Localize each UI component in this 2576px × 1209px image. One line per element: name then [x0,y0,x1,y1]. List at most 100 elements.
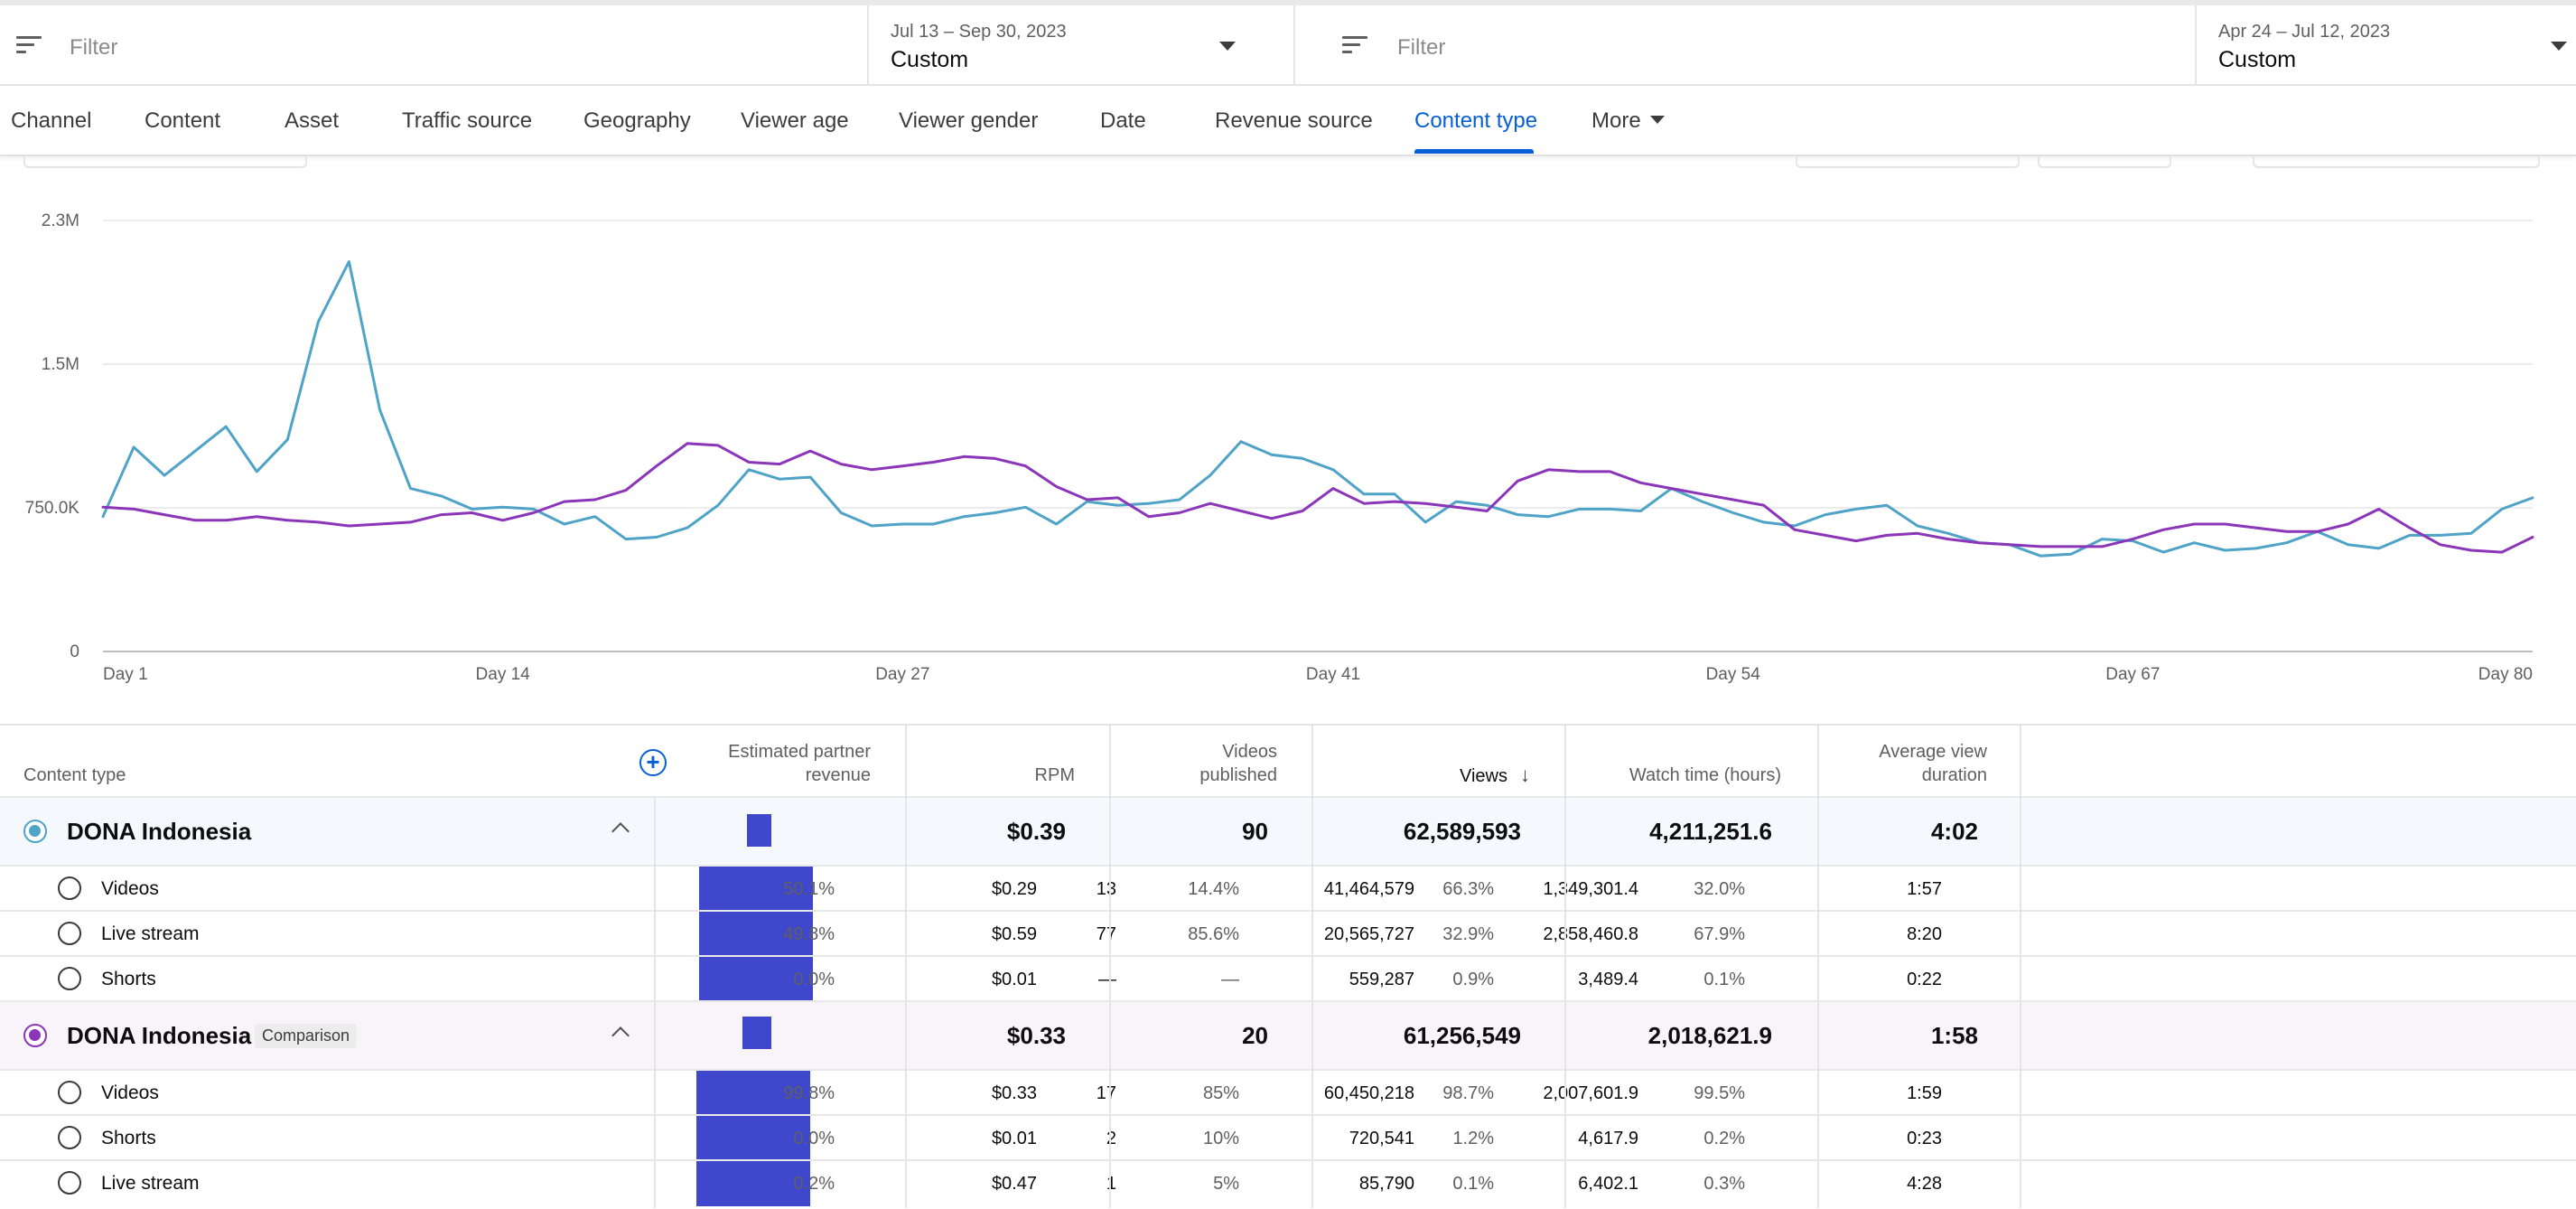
x-tick-label: Day 1 [103,665,148,684]
row-avg-duration: 8:20 [1907,924,1942,944]
comparison-filter[interactable]: Filter [1295,5,2195,86]
table-row[interactable]: Live stream 0.2% $0.47 1 5% 85,790 0.1% … [0,1159,2576,1206]
row-radio[interactable] [58,876,81,900]
x-tick-label: Day 41 [1306,665,1360,684]
comparison-filter-input[interactable]: Filter [1397,35,1446,60]
add-metric-icon[interactable]: + [639,749,667,776]
tab-content-type[interactable]: Content type [1414,108,1538,133]
tab-geography[interactable]: Geography [583,108,691,133]
metric-selector-edge[interactable] [23,155,307,168]
row-views: 559,287 [1349,970,1414,989]
row-views: 720,541 [1349,1129,1414,1148]
header-views-label: Views [1460,766,1507,786]
header-revenue[interactable]: Estimated partner revenue [728,740,871,787]
tab-revenue-source[interactable]: Revenue source [1215,108,1373,133]
row-videos-pct: 5% [1213,1174,1239,1194]
row-rpm: $0.29 [991,879,1037,899]
y-tick-label: 2.3M [42,211,79,230]
sort-down-icon: ↓ [1520,764,1530,786]
row-views-pct: 1.2% [1452,1129,1494,1148]
row-avg-duration: 0:23 [1907,1129,1942,1148]
table-row[interactable]: Shorts 0.0% $0.01 — — 559,287 0.9% 3,489… [0,955,2576,1002]
series-radio[interactable] [23,1024,47,1047]
primary-date-selector[interactable]: Jul 13 – Sep 30, 2023 Custom [869,5,1293,86]
header-videos-line2: published [1199,765,1277,785]
row-videos: — [1098,970,1116,989]
table-row[interactable]: Live stream 49.8% $0.59 77 85.6% 20,565,… [0,910,2576,957]
row-videos: 1 [1106,1174,1116,1194]
header-views[interactable]: Views ↓ [1460,764,1530,788]
line-chart: 2.3M 1.5M 750.0K 0 Day 1 Day 14 Day 27 Day 41 Da… [25,211,2534,684]
chart-control-edge[interactable] [2038,155,2171,168]
group-rpm: $0.39 [1006,818,1066,845]
row-avg-duration: 1:57 [1907,879,1942,899]
header-content-type[interactable]: Content type [23,765,126,785]
table-group-row[interactable]: DONA Indonesia Comparison $0.33 20 61,25… [0,1000,2576,1069]
column-divider [1817,724,1819,1208]
x-tick-label: Day 14 [476,665,531,684]
row-videos: 13 [1096,879,1116,899]
row-watch-time: 2,007,601.9 [1543,1083,1638,1103]
row-name: Videos [101,1082,159,1103]
tab-more[interactable]: More [1591,108,1665,134]
primary-date-range: Jul 13 – Sep 30, 2023 [891,22,1067,42]
table-row[interactable]: Videos 99.8% $0.33 17 85% 60,450,218 98.… [0,1069,2576,1116]
row-avg-duration: 1:59 [1907,1083,1942,1103]
row-watch-pct: 67.9% [1694,924,1745,944]
row-videos: 17 [1096,1083,1116,1103]
revenue-share-bar [696,1071,810,1116]
tab-traffic-source[interactable]: Traffic source [402,108,533,133]
table-group-row[interactable]: DONA Indonesia $0.39 90 62,589,593 4,211… [0,796,2576,865]
chevron-down-icon [2551,42,2567,51]
table-row[interactable]: Shorts 0.0% $0.01 2 10% 720,541 1.2% 4,6… [0,1114,2576,1161]
row-videos-pct: 10% [1202,1129,1239,1148]
header-videos-published[interactable]: Videos published [1199,740,1277,787]
chart-control-edge[interactable] [1796,155,2020,168]
tab-asset[interactable]: Asset [285,108,340,133]
tab-viewer-gender[interactable]: Viewer gender [899,108,1039,133]
header-rpm[interactable]: RPM [1034,765,1075,785]
series-line-comparison [101,442,2534,554]
table-row[interactable]: Videos 50.1% $0.29 13 14.4% 41,464,579 6… [0,865,2576,912]
collapse-icon[interactable] [611,822,630,840]
column-divider [1564,724,1566,1208]
chevron-down-icon [1219,42,1236,51]
tab-date[interactable]: Date [1100,108,1146,133]
filter-input[interactable]: Filter [70,35,118,60]
revenue-share-bar [699,957,813,1002]
row-radio[interactable] [58,967,81,990]
header-avg-view-duration[interactable]: Average view duration [1879,740,1987,787]
row-watch-pct: 32.0% [1694,879,1745,899]
row-name: Live stream [101,923,200,944]
y-tick-label: 0 [70,642,79,661]
group-name: DONA Indonesia [67,818,252,845]
row-radio[interactable] [58,1171,81,1195]
revenue-share-bar [699,912,813,957]
row-views: 20,565,727 [1323,924,1414,944]
comparison-badge: Comparison [255,1024,358,1048]
row-radio[interactable] [58,922,81,945]
collapse-icon[interactable] [611,1026,630,1045]
header-watch-time[interactable]: Watch time (hours) [1629,765,1781,785]
filter-icon [1342,34,1367,56]
comparison-date-selector[interactable]: Apr 24 – Jul 12, 2023 Custom [2197,5,2576,86]
row-name: Shorts [101,1128,156,1148]
row-radio[interactable] [58,1126,81,1149]
chart-type-selector-edge[interactable] [2253,155,2540,168]
tab-channel[interactable]: Channel [11,108,92,133]
tab-content[interactable]: Content [145,108,221,133]
tab-viewer-age[interactable]: Viewer age [741,108,849,133]
row-name: Videos [101,878,159,899]
row-revenue-pct: 0.0% [793,1129,835,1148]
primary-filter[interactable]: Filter [0,5,867,86]
series-radio[interactable] [23,820,47,843]
revenue-bar [742,1017,771,1049]
row-watch-time: 3,489.4 [1578,970,1638,989]
row-rpm: $0.01 [991,970,1037,989]
row-radio[interactable] [58,1081,81,1104]
x-tick-label: Day 27 [875,665,929,684]
primary-date-mode: Custom [891,47,969,72]
row-watch-time: 6,402.1 [1578,1174,1638,1194]
row-avg-duration: 0:22 [1907,970,1942,989]
row-rpm: $0.01 [991,1129,1037,1148]
